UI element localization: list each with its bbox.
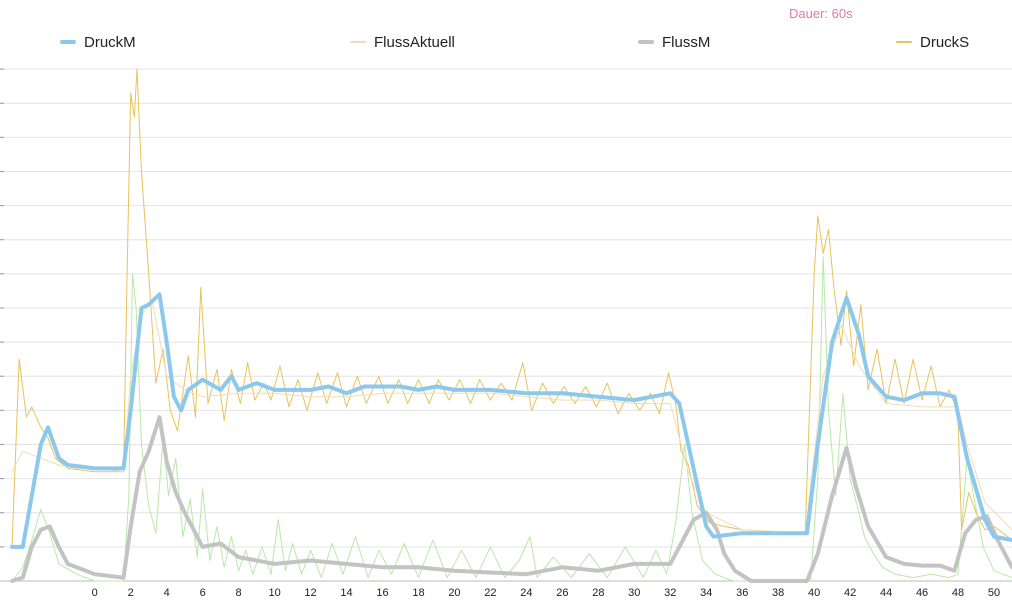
series-layer xyxy=(10,68,1012,583)
x-tick-label: 16 xyxy=(376,587,388,599)
legend-swatch-druckm xyxy=(60,40,76,44)
x-tick-label: 10 xyxy=(268,587,280,599)
x-tick-label: 48 xyxy=(952,587,964,599)
legend-item-flussm[interactable]: FlussM xyxy=(638,32,710,52)
x-tick-label: 44 xyxy=(880,587,892,599)
legend-swatch-flussm xyxy=(638,40,654,44)
x-tick-label: 4 xyxy=(164,587,170,599)
x-tick-label: 36 xyxy=(736,587,748,599)
legend-label-druckm: DruckM xyxy=(84,33,136,51)
series-line-flussaktuell xyxy=(11,300,1012,534)
legend-label-flussaktuell: FlussAktuell xyxy=(374,33,455,51)
legend-swatch-drucks xyxy=(896,41,912,43)
x-tick-label: 0 xyxy=(92,587,98,599)
legend-item-flussaktuell[interactable]: FlussAktuell xyxy=(350,32,455,52)
legend-label-flussm: FlussM xyxy=(662,33,711,51)
x-tick-label: 14 xyxy=(340,587,352,599)
grid xyxy=(0,68,1012,582)
duration-label: Dauer: 60s xyxy=(789,6,853,21)
legend-item-druckm[interactable]: DruckM xyxy=(60,32,136,52)
x-tick-label: 32 xyxy=(664,587,676,599)
x-tick-label: 46 xyxy=(916,587,928,599)
x-tick-label: 38 xyxy=(772,587,784,599)
series-line-unnamed-4 xyxy=(11,256,1012,582)
x-axis-ticks: 0 2 4 6 8 10 12 14 16 18 20 22 24 26 28 30 32 34 36 38 40 42 4… xyxy=(92,587,1000,599)
x-tick-label: 28 xyxy=(592,587,604,599)
x-tick-label: 8 xyxy=(236,587,242,599)
series-line-druckm xyxy=(10,292,1012,549)
x-tick-label: 22 xyxy=(484,587,496,599)
x-tick-label: 30 xyxy=(628,587,640,599)
x-tick-label: 20 xyxy=(448,587,460,599)
x-tick-label: 2 xyxy=(128,587,134,599)
x-tick-label: 6 xyxy=(200,587,206,599)
x-tick-label: 42 xyxy=(844,587,856,599)
legend-item-drucks[interactable]: DruckS xyxy=(896,32,969,52)
legend-swatch-flussaktuell xyxy=(350,41,366,43)
x-tick-label: 34 xyxy=(700,587,712,599)
series-line-flussm xyxy=(10,415,1012,583)
x-tick-label: 12 xyxy=(304,587,316,599)
x-tick-label: 40 xyxy=(808,587,820,599)
x-tick-label: 24 xyxy=(520,587,532,599)
legend-label-drucks: DruckS xyxy=(920,33,970,51)
x-tick-label: 26 xyxy=(556,587,568,599)
x-tick-label: 50 xyxy=(988,587,1000,599)
x-tick-label: 18 xyxy=(412,587,424,599)
